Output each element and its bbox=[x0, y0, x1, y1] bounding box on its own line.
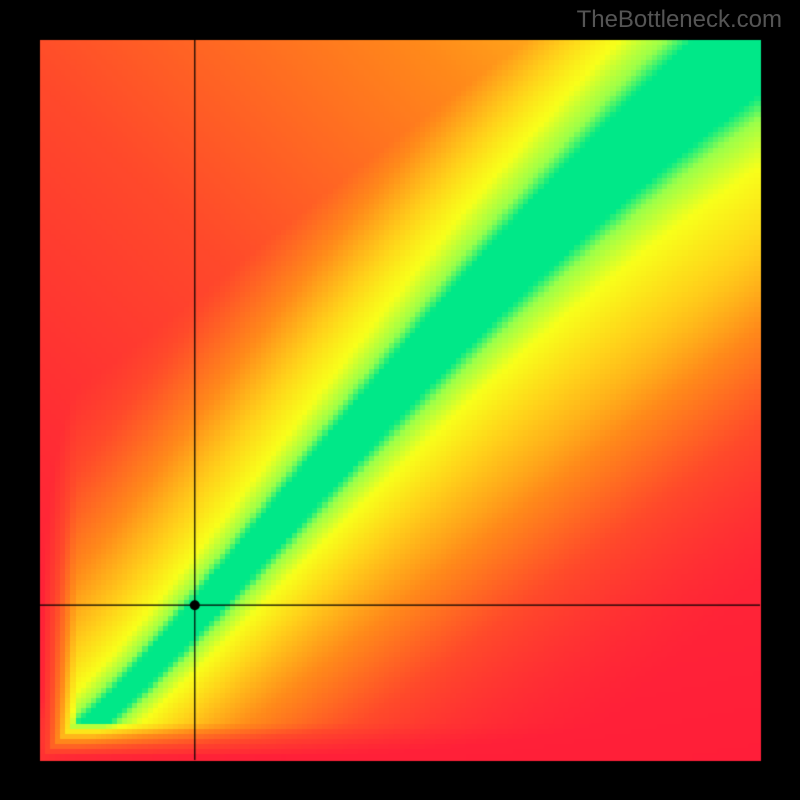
chart-container: TheBottleneck.com bbox=[0, 0, 800, 800]
watermark-text: TheBottleneck.com bbox=[577, 6, 782, 34]
bottleneck-heatmap bbox=[0, 0, 800, 800]
